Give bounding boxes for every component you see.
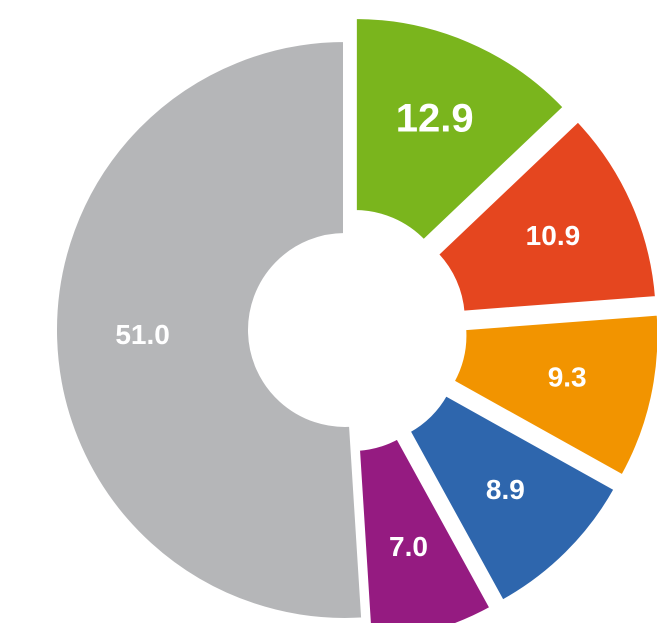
donut-segment — [433, 117, 657, 315]
value-label: 10.9 — [526, 220, 581, 251]
value-label: 51.0 — [115, 319, 170, 350]
donut-segment — [352, 15, 568, 245]
value-label: 7.0 — [389, 531, 428, 562]
value-label: 8.9 — [486, 474, 525, 505]
value-label: 9.3 — [548, 361, 587, 392]
donut-segment — [355, 434, 495, 623]
donut-segment — [405, 391, 619, 605]
value-label: 12.9 — [396, 96, 474, 140]
donut-segment — [53, 37, 366, 622]
donut-segment — [449, 311, 657, 480]
